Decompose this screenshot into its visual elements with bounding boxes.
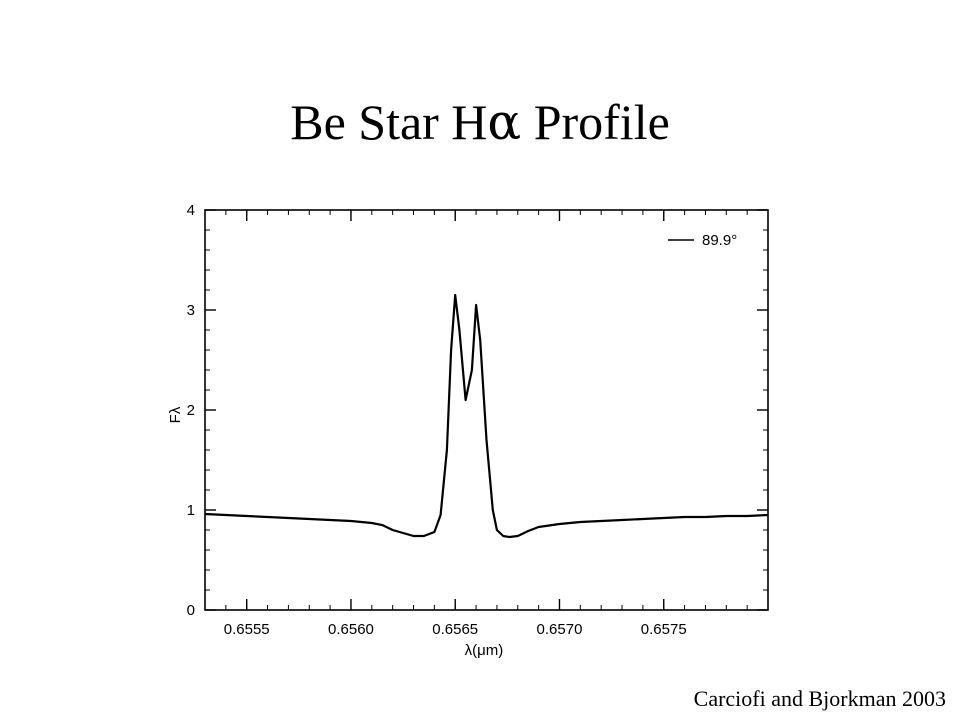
y-axis-ticks: 0 1 2 3 4 bbox=[187, 202, 768, 619]
series-group bbox=[204, 293, 769, 539]
credit-text: Carciofi and Bjorkman 2003 bbox=[693, 686, 946, 711]
slide-title: Be Star Hα Profile bbox=[0, 95, 960, 150]
title-greek: α bbox=[487, 93, 522, 151]
y-tick-label: 3 bbox=[187, 302, 195, 319]
y-axis-label: Fλ bbox=[167, 406, 184, 423]
series-line bbox=[204, 293, 769, 539]
y-tick-label: 1 bbox=[187, 502, 195, 519]
y-tick-label: 0 bbox=[187, 602, 195, 619]
title-main: Be Star H bbox=[290, 94, 488, 150]
x-tick-label: 0.6570 bbox=[537, 621, 583, 638]
plot-frame bbox=[204, 209, 769, 611]
x-tick-label: 0.6565 bbox=[432, 621, 478, 638]
x-tick-label: 0.6575 bbox=[641, 621, 687, 638]
x-axis-label: λ(μm) bbox=[465, 642, 504, 659]
x-axis-ticks: 0.6555 0.6560 0.6565 0.6570 0.6575 bbox=[204, 210, 769, 638]
y-tick-label: 2 bbox=[187, 402, 195, 419]
y-tick-label: 4 bbox=[187, 202, 195, 219]
title-tail: Profile bbox=[521, 94, 670, 150]
x-tick-label: 0.6560 bbox=[328, 621, 374, 638]
legend-label: 89.9° bbox=[702, 232, 737, 249]
x-tick-label: 0.6555 bbox=[224, 621, 270, 638]
